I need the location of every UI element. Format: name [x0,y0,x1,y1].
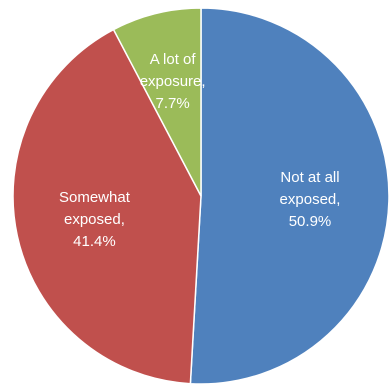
data-label-line: A lot of [150,51,197,68]
data-label-line: 41.4% [73,233,116,250]
data-label-a-lot-of-exposure: A lot of exposure, 7.7% [140,51,206,112]
slices-layer [12,7,390,385]
pie-slice-a-lot-of-exposure [112,7,202,197]
data-label-line: exposed, [64,211,125,228]
data-label-line: exposed, [280,191,341,208]
data-label-line: Not at all [280,169,339,186]
data-label-not-at-all-exposed: Not at all exposed, 50.9% [280,169,341,230]
data-label-line: exposure, [140,73,206,90]
data-label-line: Somewhat [59,189,131,206]
data-label-line: 50.9% [289,213,332,230]
labels-layer: Not at all exposed, 50.9% Somewhat exposed, 4… [59,51,340,250]
data-label-somewhat-exposed: Somewhat exposed, 41.4% [59,189,131,250]
pie-slice-somewhat-exposed [12,28,202,385]
data-label-line: 7.7% [156,95,190,112]
pie-slice-not-at-all-exposed [189,7,390,385]
